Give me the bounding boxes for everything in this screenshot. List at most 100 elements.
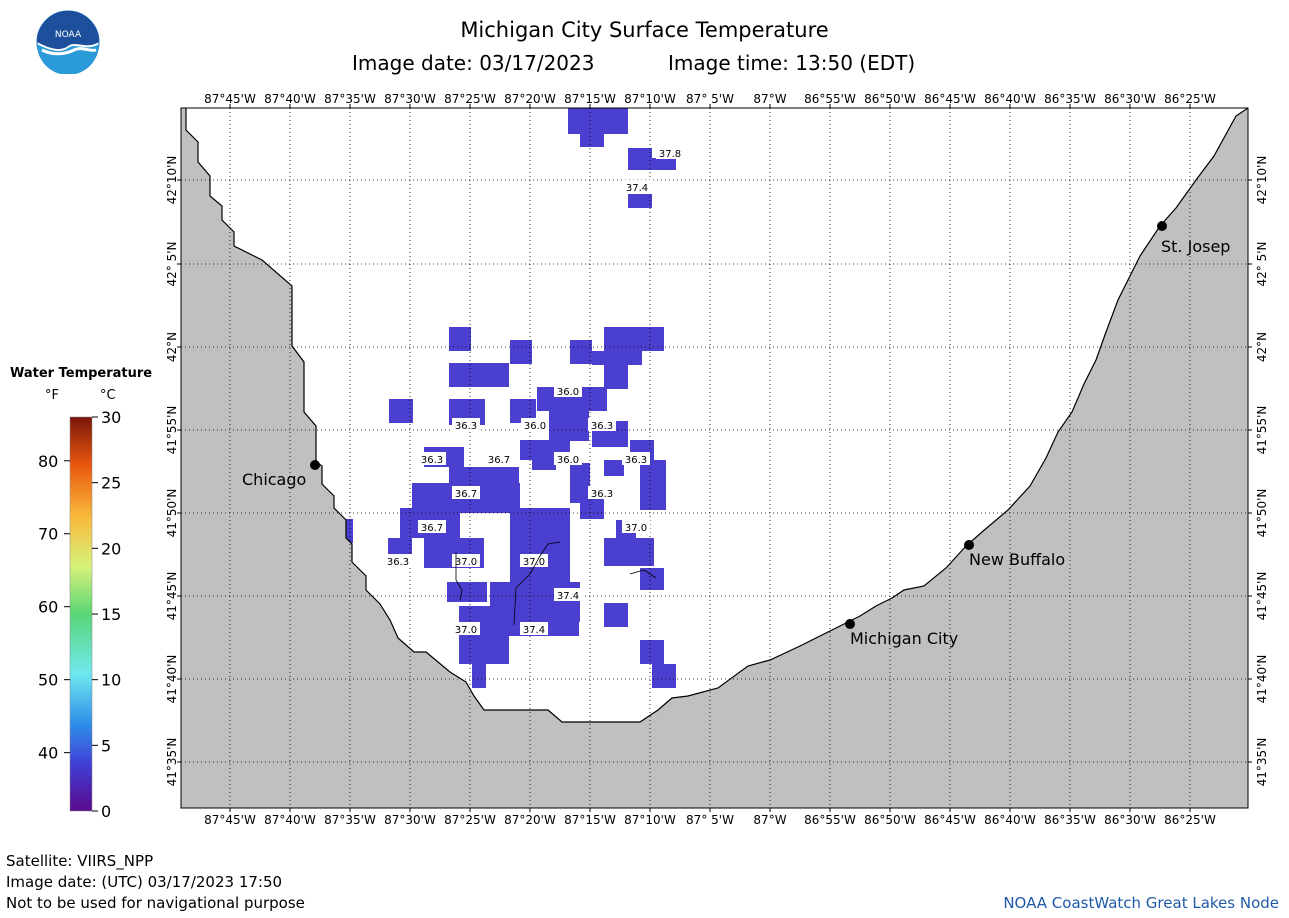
city-label: New Buffalo xyxy=(969,550,1065,569)
sst-pixel xyxy=(640,640,664,664)
lon-label-top: 87°40'W xyxy=(264,92,316,106)
temp-label-bg xyxy=(452,418,480,431)
temp-label-bg xyxy=(623,180,651,193)
lon-label-bottom: 87°W xyxy=(753,813,786,827)
legend-c-label: 15 xyxy=(101,605,121,624)
city-marker xyxy=(310,460,320,470)
legend-c-label: 10 xyxy=(101,671,121,690)
temp-label-bg xyxy=(554,588,582,601)
sst-pixel xyxy=(447,582,487,602)
lon-label-top: 87° 5'W xyxy=(686,92,734,106)
sst-pixel xyxy=(604,538,654,566)
map-frame xyxy=(180,107,1249,809)
temp-label-bg xyxy=(418,520,446,533)
lon-label-bottom: 87°35'W xyxy=(324,813,376,827)
lon-label-top: 86°25'W xyxy=(1164,92,1216,106)
lat-label-left: 41°45'N xyxy=(165,572,179,621)
sst-pixel xyxy=(640,460,666,510)
temp-label: 36.3 xyxy=(421,455,443,466)
sst-pixel xyxy=(549,411,589,441)
city-marker xyxy=(845,619,855,629)
temp-label-bg xyxy=(554,452,582,465)
shoreline xyxy=(185,107,1249,723)
sst-pixel xyxy=(628,148,652,170)
lat-label-left: 41°40'N xyxy=(165,655,179,704)
city-marker xyxy=(964,540,974,550)
temp-label: 37.0 xyxy=(625,523,647,534)
legend-f-label: 70 xyxy=(38,525,58,544)
sst-pixel xyxy=(388,538,412,554)
sst-pixel xyxy=(580,134,604,147)
temp-label-bg xyxy=(622,452,650,465)
lon-label-bottom: 86°55'W xyxy=(804,813,856,827)
legend-title: Water Temperature xyxy=(10,366,153,381)
city-label: Chicago xyxy=(242,470,306,489)
temp-label: 36.0 xyxy=(557,387,579,398)
sst-pixel xyxy=(652,664,676,688)
legend-unit-c: °C xyxy=(100,388,116,403)
legend-c-label: 0 xyxy=(101,802,111,821)
temp-label-bg xyxy=(622,520,650,533)
lon-label-top: 86°55'W xyxy=(804,92,856,106)
temp-label-bg xyxy=(452,554,480,567)
lat-label-right: 41°55'N xyxy=(1255,406,1269,455)
lon-label-top: 87°10'W xyxy=(624,92,676,106)
lon-label-bottom: 87°25'W xyxy=(444,813,496,827)
lon-label-bottom: 86°45'W xyxy=(924,813,976,827)
temp-label: 36.3 xyxy=(387,557,409,568)
lat-label-right: 41°40'N xyxy=(1255,655,1269,704)
lon-label-top: 86°30'W xyxy=(1104,92,1156,106)
lon-label-top: 87°35'W xyxy=(324,92,376,106)
temp-label-bg xyxy=(521,418,549,431)
city-label: St. Josep xyxy=(1161,237,1230,256)
lon-label-top: 86°50'W xyxy=(864,92,916,106)
disclaimer: Not to be used for navigational purpose xyxy=(6,894,305,912)
temp-label: 37.0 xyxy=(455,625,477,636)
temp-label-bg xyxy=(656,146,684,159)
lon-label-bottom: 87° 5'W xyxy=(686,813,734,827)
sst-pixel xyxy=(459,636,509,664)
lon-label-bottom: 87°30'W xyxy=(384,813,436,827)
contour-line xyxy=(513,541,561,626)
temp-label: 37.4 xyxy=(523,625,545,636)
image-date: Image date: 03/17/2023 xyxy=(352,51,595,75)
temp-label-bg xyxy=(520,622,548,635)
temp-label: 37.0 xyxy=(455,557,477,568)
lon-label-bottom: 86°30'W xyxy=(1104,813,1156,827)
lat-label-right: 41°45'N xyxy=(1255,572,1269,621)
contour-line xyxy=(629,569,657,579)
sst-pixel xyxy=(568,108,628,134)
lat-label-left: 41°50'N xyxy=(165,489,179,538)
sst-pixel xyxy=(652,158,676,170)
temp-label: 36.3 xyxy=(455,421,477,432)
lon-label-bottom: 87°10'W xyxy=(624,813,676,827)
lon-label-bottom: 86°40'W xyxy=(984,813,1036,827)
lat-label-left: 42°N xyxy=(165,332,179,362)
legend-f-label: 80 xyxy=(38,452,58,471)
temp-label-bg xyxy=(485,452,513,465)
temp-label: 37.8 xyxy=(659,149,681,160)
temp-label-bg xyxy=(588,486,616,499)
temp-label: 37.0 xyxy=(523,557,545,568)
sst-pixel xyxy=(628,194,652,208)
credit: NOAA CoastWatch Great Lakes Node xyxy=(1003,894,1279,912)
temp-label-bg xyxy=(554,384,582,397)
sst-pixel xyxy=(449,363,509,387)
lon-label-bottom: 86°35'W xyxy=(1044,813,1096,827)
contour-line xyxy=(455,552,463,601)
lon-label-top: 86°35'W xyxy=(1044,92,1096,106)
temp-label: 36.7 xyxy=(488,455,510,466)
lon-label-top: 86°45'W xyxy=(924,92,976,106)
sst-pixel xyxy=(570,463,590,503)
lon-label-top: 86°40'W xyxy=(984,92,1036,106)
legend-c-label: 20 xyxy=(101,539,121,558)
sst-pixel xyxy=(510,340,532,364)
sst-pixel xyxy=(604,603,628,627)
lat-label-right: 42°10'N xyxy=(1255,156,1269,205)
sst-pixel xyxy=(570,340,592,364)
lon-label-top: 87°45'W xyxy=(204,92,256,106)
lon-label-bottom: 86°25'W xyxy=(1164,813,1216,827)
lon-label-top: 87°20'W xyxy=(504,92,556,106)
sst-pixel xyxy=(640,568,664,590)
